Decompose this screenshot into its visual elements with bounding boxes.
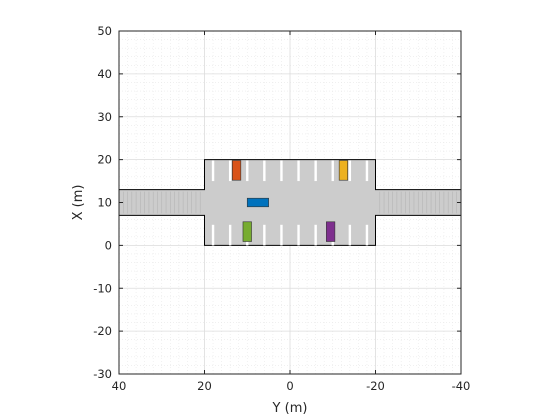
y-tick-label: -30 xyxy=(93,367,112,381)
parked-vehicle-3 xyxy=(242,221,252,242)
parked-vehicle-1 xyxy=(231,160,242,181)
parking-stripe xyxy=(228,224,232,246)
parked-vehicle-2 xyxy=(338,160,349,181)
x-axis-label: Y (m) xyxy=(272,401,308,416)
parking-stripe xyxy=(228,160,232,182)
y-tick-label: 0 xyxy=(105,238,112,252)
parking-stripe xyxy=(331,160,334,182)
parking-stripe xyxy=(246,160,249,182)
x-tick-label: 20 xyxy=(197,379,212,393)
parking-stripe xyxy=(365,160,369,182)
x-tick-label: 0 xyxy=(286,379,293,393)
y-tick-label: -10 xyxy=(93,281,112,295)
parking-stripe xyxy=(280,160,283,182)
parking-stripe xyxy=(365,224,369,246)
parking-stripe xyxy=(263,160,266,182)
y-tick-label: 50 xyxy=(97,24,112,38)
y-tick-label: 30 xyxy=(97,110,112,124)
parking-stripe xyxy=(314,224,317,246)
parked-vehicle-4 xyxy=(326,221,336,242)
parking-stripe xyxy=(348,224,352,246)
parking-stripe xyxy=(211,224,215,246)
x-tick-label: -40 xyxy=(452,379,471,393)
ego-vehicle xyxy=(246,197,269,208)
parking-stripe xyxy=(211,160,215,182)
parking-stripe xyxy=(297,160,300,182)
y-tick-label: 20 xyxy=(97,153,112,167)
y-tick-label: -20 xyxy=(93,324,112,338)
vehicle-layer xyxy=(231,160,349,242)
parking-stripe xyxy=(314,160,317,182)
parking-stripe xyxy=(280,224,283,246)
y-axis-label: X (m) xyxy=(71,185,86,221)
y-tick-label: 40 xyxy=(97,67,112,81)
y-tick-label: 10 xyxy=(97,196,112,210)
parking-stripe xyxy=(263,224,266,246)
parking-stripe xyxy=(297,224,300,246)
axis-layer: 40 20 0 -20 -40 50 40 30 20 10 0 -10 -20 -30 xyxy=(93,24,470,393)
x-tick-label: 40 xyxy=(112,379,127,393)
x-tick-label: -20 xyxy=(366,379,385,393)
parking-stripe xyxy=(348,160,352,182)
